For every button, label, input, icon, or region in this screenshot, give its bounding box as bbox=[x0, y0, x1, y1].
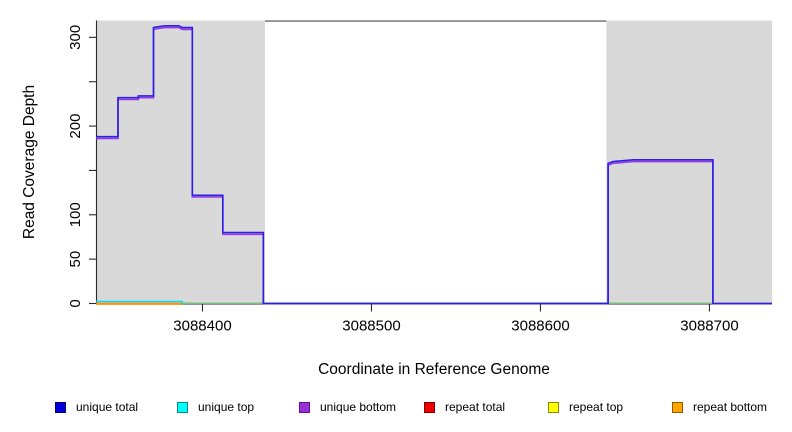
y-axis-title: Read Coverage Depth bbox=[21, 84, 38, 240]
legend: unique total unique top unique bottom re… bbox=[0, 398, 792, 418]
x-tick-label: 3088400 bbox=[173, 318, 231, 335]
legend-label-unique-bottom: unique bottom bbox=[320, 400, 397, 414]
y-tick-label: 100 bbox=[67, 202, 84, 227]
legend-swatch-repeat-bottom bbox=[672, 401, 683, 413]
legend-label-unique-total: unique total bbox=[76, 400, 139, 414]
y-tick-label: 300 bbox=[67, 25, 84, 50]
legend-label-repeat-top: repeat top bbox=[569, 400, 624, 414]
legend-swatch-unique-top bbox=[177, 401, 188, 413]
legend-item-unique-bottom: unique bottom bbox=[299, 398, 396, 416]
x-tick-label: 3088700 bbox=[680, 318, 738, 335]
legend-item-unique-total: unique total bbox=[55, 398, 138, 416]
x-axis-title: Coordinate in Reference Genome bbox=[318, 361, 550, 378]
legend-item-repeat-total: repeat total bbox=[424, 398, 505, 416]
series-unique-total bbox=[96, 24, 772, 305]
legend-label-unique-top: unique top bbox=[198, 400, 255, 414]
y-tick-label: 0 bbox=[67, 299, 84, 307]
legend-label-repeat-total: repeat total bbox=[445, 400, 506, 414]
masked-region bbox=[96, 20, 265, 304]
x-tick-label: 3088500 bbox=[342, 318, 400, 335]
legend-item-repeat-bottom: repeat bottom bbox=[672, 398, 767, 416]
legend-swatch-unique-bottom bbox=[299, 401, 310, 413]
y-tick-label: 200 bbox=[67, 114, 84, 139]
y-tick-label: 50 bbox=[67, 251, 84, 268]
legend-swatch-repeat-total bbox=[424, 401, 435, 413]
legend-swatch-unique-total bbox=[55, 401, 66, 413]
legend-item-repeat-top: repeat top bbox=[548, 398, 623, 416]
legend-swatch-repeat-top bbox=[548, 401, 559, 413]
x-tick-label: 3088600 bbox=[511, 318, 569, 335]
legend-label-repeat-bottom: repeat bottom bbox=[693, 400, 768, 414]
legend-item-unique-top: unique top bbox=[177, 398, 254, 416]
